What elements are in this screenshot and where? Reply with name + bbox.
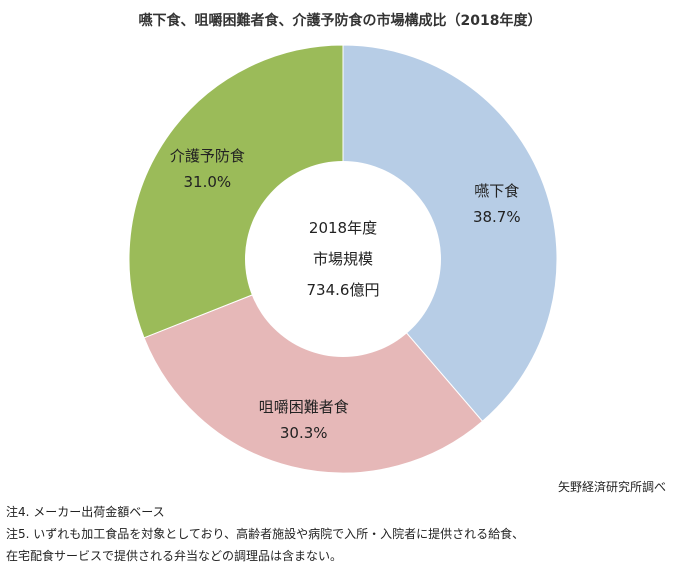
center-text-year: 2018年度 <box>309 219 377 237</box>
pie-slice-1 <box>342 44 558 422</box>
chart-title: 嚥下食、咀嚼困難者食、介護予防食の市場構成比（2018年度） <box>138 13 542 29</box>
source-credit: 矢野経済研究所調べ <box>557 480 666 494</box>
slice-value-label-1: 38.7% <box>473 208 521 226</box>
slice-category-label-3: 介護予防食 <box>170 147 245 165</box>
slice-category-label-2: 咀嚼困難者食 <box>259 398 349 416</box>
slice-value-label-2: 30.3% <box>280 424 328 442</box>
donut-hole <box>245 161 441 357</box>
pie-slice-2 <box>143 258 484 474</box>
note-4: 注4. メーカー出荷金額ベース <box>6 505 165 519</box>
slice-category-label-1: 嚥下食 <box>474 182 519 200</box>
center-text-value: 734.6億円 <box>307 281 380 299</box>
center-text-label: 市場規模 <box>313 250 373 268</box>
note-5-cont: 在宅配食サービスで提供される弁当などの調理品は含まない。 <box>6 549 343 563</box>
slice-value-label-3: 31.0% <box>184 173 232 191</box>
note-5: 注5. いずれも加工食品を対象としており、高齢者施設や病院で入所・入院者に提供さ… <box>6 527 525 541</box>
